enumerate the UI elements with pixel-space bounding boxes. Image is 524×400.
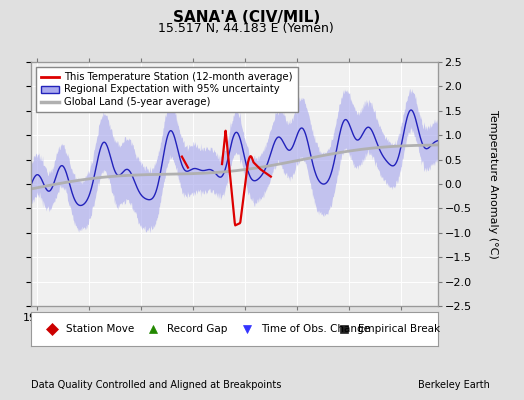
Text: 15.517 N, 44.183 E (Yemen): 15.517 N, 44.183 E (Yemen) [158, 22, 334, 35]
Text: SANA'A (CIV/MIL): SANA'A (CIV/MIL) [172, 10, 320, 25]
Text: Station Move: Station Move [66, 324, 134, 334]
Text: Empirical Break: Empirical Break [358, 324, 441, 334]
Text: Berkeley Earth: Berkeley Earth [418, 380, 490, 390]
Y-axis label: Temperature Anomaly (°C): Temperature Anomaly (°C) [488, 110, 498, 258]
Text: Data Quality Controlled and Aligned at Breakpoints: Data Quality Controlled and Aligned at B… [31, 380, 282, 390]
Legend: This Temperature Station (12-month average), Regional Expectation with 95% uncer: This Temperature Station (12-month avera… [37, 67, 298, 112]
Text: Time of Obs. Change: Time of Obs. Change [261, 324, 370, 334]
Text: Record Gap: Record Gap [168, 324, 228, 334]
